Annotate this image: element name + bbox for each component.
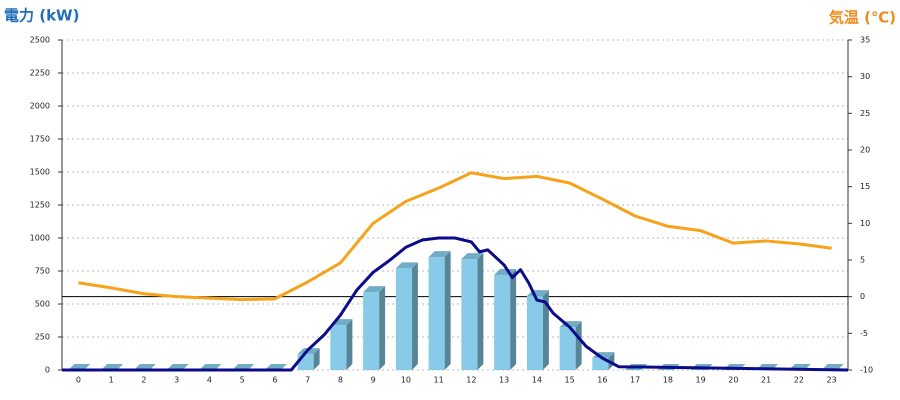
y2-tick-label: 5 xyxy=(860,256,865,265)
bar xyxy=(526,296,543,370)
y2-tick-label: 10 xyxy=(860,219,870,228)
y-tick-label: 250 xyxy=(35,333,50,342)
line xyxy=(78,171,832,302)
x-tick-label: 9 xyxy=(371,376,376,385)
y-tick-label: 500 xyxy=(35,300,50,309)
bar-side xyxy=(313,348,320,370)
x-tick-label: 6 xyxy=(272,376,277,385)
y-tick-label: 1500 xyxy=(30,168,50,177)
bar-top xyxy=(395,262,418,269)
x-tick-label: 10 xyxy=(401,376,411,385)
y-tick-label: 1750 xyxy=(30,135,50,144)
x-tick-label: 14 xyxy=(532,376,542,385)
y-tick-label: 2250 xyxy=(30,69,50,78)
y2-tick-label: 20 xyxy=(860,146,870,155)
x-tick-label: 1 xyxy=(109,376,114,385)
bar xyxy=(461,259,478,370)
y2-tick-label: 35 xyxy=(860,36,870,45)
y-tick-label: 1250 xyxy=(30,201,50,210)
bar-top xyxy=(363,286,386,293)
x-tick-label: 19 xyxy=(696,376,706,385)
bar-side xyxy=(477,253,484,370)
bar xyxy=(363,292,380,370)
y-tick-label: 750 xyxy=(35,267,50,276)
y-tick-label: 2000 xyxy=(30,102,50,111)
x-tick-label: 5 xyxy=(240,376,245,385)
x-tick-label: 12 xyxy=(466,376,476,385)
x-tick-label: 2 xyxy=(141,376,146,385)
bar-side xyxy=(542,290,549,370)
y2-tick-label: 25 xyxy=(860,109,870,118)
y-tick-label: 0 xyxy=(45,366,50,375)
x-tick-label: 20 xyxy=(728,376,738,385)
y2-tick-label: -5 xyxy=(860,329,868,338)
y-tick-label: 1000 xyxy=(30,234,50,243)
bar xyxy=(330,325,347,370)
x-tick-label: 8 xyxy=(338,376,343,385)
y2-tick-label: 15 xyxy=(860,182,870,191)
y-axis-title: 電力 (kW) xyxy=(4,7,79,25)
bar-side xyxy=(346,319,353,370)
bar-top xyxy=(461,253,484,260)
bar xyxy=(297,354,314,370)
x-tick-label: 4 xyxy=(207,376,212,385)
x-tick-label: 11 xyxy=(434,376,444,385)
bar-side xyxy=(575,321,582,370)
bar xyxy=(428,257,445,370)
x-tick-label: 22 xyxy=(794,376,804,385)
bar-side xyxy=(411,262,418,370)
bar-side xyxy=(510,268,517,370)
bar xyxy=(494,274,511,370)
y2-tick-label: 30 xyxy=(860,72,870,81)
bar-side xyxy=(608,352,615,370)
x-tick-label: 18 xyxy=(663,376,673,385)
bar-side xyxy=(379,286,386,370)
x-tick-label: 15 xyxy=(565,376,575,385)
y-tick-label: 2500 xyxy=(30,36,50,45)
y2-tick-label: 0 xyxy=(860,292,865,301)
x-tick-label: 7 xyxy=(305,376,310,385)
x-tick-label: 13 xyxy=(499,376,509,385)
y2-axis-title: 気温 (℃) xyxy=(829,9,896,27)
bar xyxy=(395,268,412,370)
bar xyxy=(592,358,609,370)
x-tick-label: 17 xyxy=(630,376,640,385)
bar xyxy=(559,327,576,370)
bar-top xyxy=(428,251,451,258)
bar-side xyxy=(444,251,451,370)
x-tick-label: 16 xyxy=(597,376,607,385)
line xyxy=(62,236,849,372)
x-tick-label: 3 xyxy=(174,376,179,385)
x-tick-label: 23 xyxy=(827,376,837,385)
y2-tick-label: -10 xyxy=(860,366,873,375)
x-tick-label: 21 xyxy=(761,376,771,385)
x-tick-label: 0 xyxy=(76,376,81,385)
